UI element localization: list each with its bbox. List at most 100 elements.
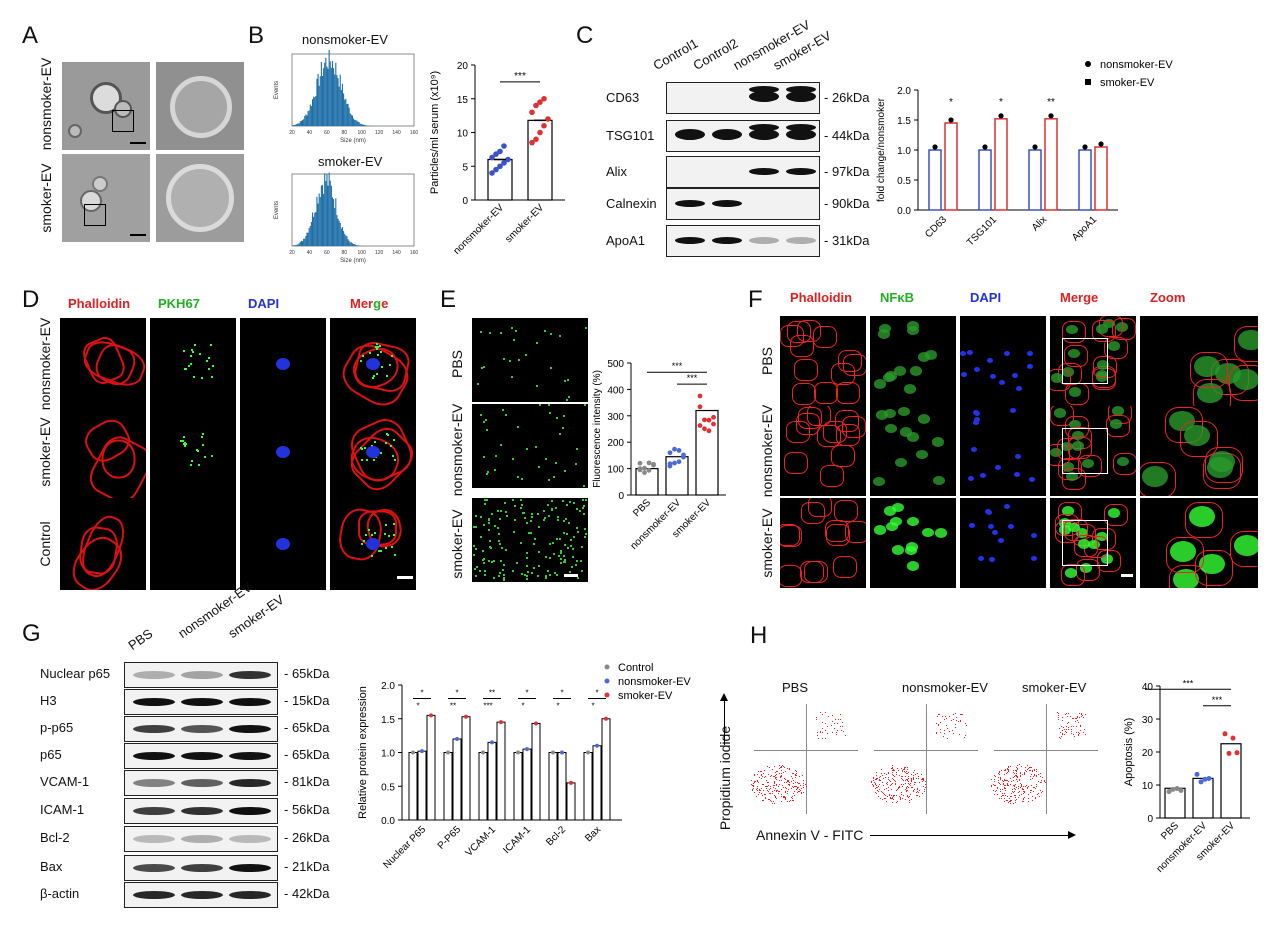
event-dot xyxy=(776,771,777,773)
event-dot xyxy=(892,767,894,769)
confocal-image xyxy=(780,316,866,406)
event-dot xyxy=(1029,792,1031,794)
confocal-image xyxy=(60,318,146,410)
pkh-dot xyxy=(386,375,389,378)
event-dot xyxy=(786,781,788,783)
event-dot xyxy=(751,790,753,792)
hist-bar xyxy=(303,238,305,246)
event-dot xyxy=(1065,712,1067,714)
pkh-dot xyxy=(189,355,192,358)
nucleus xyxy=(276,538,290,550)
event-dot xyxy=(999,782,1001,784)
event-dot xyxy=(798,782,800,784)
hist-bar xyxy=(321,76,324,126)
event-dot xyxy=(873,785,875,787)
lane-label: PBS xyxy=(125,625,156,653)
event-dot xyxy=(946,737,948,739)
event-dot xyxy=(1021,773,1023,775)
event-dot xyxy=(1002,795,1004,797)
pkh-dot xyxy=(212,364,215,367)
bar xyxy=(417,750,427,821)
hist-bar xyxy=(356,245,358,246)
column-header: Zoom xyxy=(1150,290,1186,305)
event-dot xyxy=(872,783,874,785)
event-dot xyxy=(1016,799,1018,801)
data-point xyxy=(637,460,643,466)
pkh-dot xyxy=(377,346,380,349)
event-dot xyxy=(901,776,903,778)
pkh-dot xyxy=(183,442,186,445)
event-dot xyxy=(801,793,803,795)
nfkb-signal xyxy=(1082,458,1095,469)
event-dot xyxy=(768,782,770,784)
blot-band xyxy=(675,129,705,140)
green-dot xyxy=(505,514,508,517)
actin-cell xyxy=(783,452,808,475)
event-dot xyxy=(791,796,793,798)
sig-label: ** xyxy=(1047,97,1055,108)
green-dot xyxy=(493,559,496,562)
flow-x-arrow xyxy=(870,835,1070,836)
event-dot xyxy=(921,778,923,780)
event-dot xyxy=(781,789,783,791)
event-dot xyxy=(768,799,770,801)
event-dot xyxy=(1004,788,1006,790)
event-dot xyxy=(777,785,779,787)
event-dot xyxy=(998,779,1000,781)
protein-label: H3 xyxy=(40,693,57,708)
hist-bar xyxy=(354,244,356,246)
hist-xtick: 120 xyxy=(375,130,384,136)
pkh-dot xyxy=(376,353,379,356)
column-header: Phalloidin xyxy=(68,296,131,311)
pkh-dot xyxy=(377,549,380,552)
pkh-dot xyxy=(371,534,374,536)
sig-label: * xyxy=(420,689,423,698)
kda-label: - 21kDa xyxy=(284,859,330,874)
pkh-dot xyxy=(361,448,363,451)
event-dot xyxy=(948,716,950,718)
event-dot xyxy=(891,797,893,799)
event-dot xyxy=(894,769,896,771)
green-dot xyxy=(488,331,491,334)
data-point xyxy=(529,109,535,116)
event-dot xyxy=(1041,780,1042,782)
event-dot xyxy=(1068,727,1070,729)
y-axis-label: Relative protein expression xyxy=(357,686,369,819)
event-dot xyxy=(889,798,891,800)
green-dot xyxy=(496,509,499,512)
event-dot xyxy=(1017,776,1019,778)
green-dot xyxy=(485,473,488,476)
green-dot xyxy=(530,572,533,575)
event-dot xyxy=(918,796,920,798)
confocal-image xyxy=(150,406,236,498)
data-point xyxy=(455,737,459,741)
pkh-dot xyxy=(380,366,383,369)
event-dot xyxy=(901,798,903,800)
event-dot xyxy=(912,787,914,789)
event-dot xyxy=(1077,732,1079,734)
event-dot xyxy=(1076,720,1078,722)
confocal-image xyxy=(60,406,146,498)
bar xyxy=(478,752,488,821)
green-dot xyxy=(575,447,578,450)
event-dot xyxy=(774,765,776,767)
nucleus xyxy=(980,473,987,479)
nfkb-signal xyxy=(892,545,905,555)
event-dot xyxy=(944,729,946,731)
kda-label: - 26kDa xyxy=(824,90,870,105)
event-dot xyxy=(944,716,946,718)
hist-bar xyxy=(355,244,357,246)
sig-label: * xyxy=(556,702,559,711)
data-point xyxy=(537,99,543,105)
actin-cell xyxy=(806,406,831,426)
quadrant-v xyxy=(806,704,807,814)
green-dot xyxy=(511,570,514,573)
event-dot xyxy=(788,781,790,783)
event-dot xyxy=(751,780,753,782)
event-dot xyxy=(1017,767,1019,769)
green-dot xyxy=(497,575,500,578)
event-dot xyxy=(908,795,910,797)
event-dot xyxy=(764,798,766,800)
event-dot xyxy=(1037,794,1039,796)
